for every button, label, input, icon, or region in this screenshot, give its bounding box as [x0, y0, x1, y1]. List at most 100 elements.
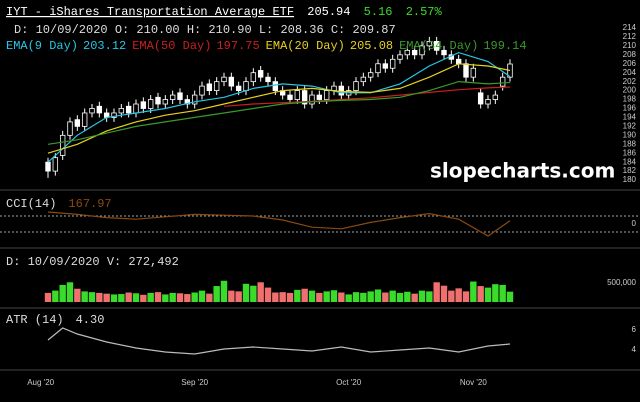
y-tick-label: 188	[623, 139, 637, 148]
volume-bar	[418, 290, 426, 302]
candle-body	[367, 72, 374, 78]
y-tick-label: 202	[623, 77, 637, 86]
candle-body	[470, 67, 477, 78]
panel-value: 4.30	[76, 313, 105, 327]
volume-bar	[470, 281, 477, 302]
volume-bar	[74, 288, 81, 302]
volume-bar	[411, 293, 418, 302]
candle-body	[426, 40, 433, 47]
volume-bar	[462, 291, 470, 302]
panel-value: 167.97	[68, 197, 111, 211]
candle-body	[162, 99, 169, 105]
y-tick-label: 192	[623, 121, 637, 130]
candle-body	[59, 134, 66, 156]
volume-bar	[338, 292, 345, 302]
panel-name: CCI(14)	[6, 197, 56, 211]
legend-value: 199.14	[483, 39, 526, 53]
candle-body	[199, 85, 205, 96]
candle-body	[331, 85, 337, 91]
y-tick-label: 196	[623, 104, 637, 113]
volume-bar	[184, 294, 191, 302]
volume-bar	[154, 292, 162, 302]
volume-bar	[360, 292, 367, 302]
symbol: IYT - iShares Transportation Average ETF	[6, 5, 294, 19]
legend-name: EMA(50 Day)	[132, 39, 211, 53]
volume-bar	[59, 284, 66, 302]
candle-body	[74, 119, 81, 127]
volume-bar	[506, 291, 514, 302]
candle-body	[301, 90, 308, 105]
candle-body	[45, 161, 51, 172]
candle-body	[243, 81, 249, 91]
volume-bar	[110, 294, 118, 302]
candle-body	[287, 94, 293, 100]
watermark: slopecharts.com	[430, 159, 615, 183]
legend-name: EMA(34 Day)	[399, 39, 478, 53]
y-tick-label: 184	[623, 157, 637, 166]
volume-bar	[257, 282, 264, 302]
x-tick-label: Nov '20	[460, 378, 487, 387]
volume-bar	[352, 292, 360, 302]
volume-bar	[228, 290, 235, 302]
indicator-line	[47, 63, 511, 154]
volume-bar	[433, 282, 440, 302]
candle-body	[147, 99, 154, 109]
candle-body	[89, 108, 95, 114]
change-pct: 2.57%	[406, 5, 443, 19]
y-tick-label: 200	[623, 86, 637, 95]
candle-body	[492, 94, 499, 100]
x-tick-label: Oct '20	[336, 378, 362, 387]
volume-bar	[484, 287, 492, 302]
candle-body	[228, 76, 235, 87]
volume-bar	[140, 294, 147, 302]
y-tick-label: 0	[632, 219, 637, 228]
x-tick-label: Aug '20	[27, 378, 54, 387]
candle-body	[499, 76, 506, 87]
volume-bar	[169, 292, 176, 302]
candle-body	[221, 76, 227, 83]
volume-bar	[323, 291, 330, 302]
candle-body	[133, 103, 139, 114]
volume-bar	[118, 294, 125, 302]
candle-body	[404, 49, 411, 56]
volume-bar	[492, 284, 499, 302]
candle-body	[360, 76, 367, 83]
volume-bar	[66, 282, 74, 302]
volume-bar	[235, 291, 242, 302]
volume-bar	[382, 292, 389, 302]
volume-bar	[44, 292, 52, 302]
volume-bar	[191, 292, 198, 302]
candle-body	[265, 76, 271, 83]
candle-body	[397, 54, 403, 60]
candle-body	[294, 90, 301, 100]
volume-bar	[162, 294, 169, 302]
volume-bar	[52, 290, 59, 302]
change: 5.16	[364, 5, 393, 19]
panel-title: ATR (14) 4.30	[6, 313, 104, 327]
volume-bar	[125, 292, 132, 302]
candle-body	[463, 63, 469, 78]
indicator-line	[47, 211, 511, 237]
volume-bar	[250, 285, 257, 302]
header-line: IYT - iShares Transportation Average ETF…	[6, 5, 442, 19]
candle-body	[433, 40, 440, 51]
volume-bar	[345, 294, 352, 302]
volume-bar	[396, 292, 404, 302]
volume-bar	[286, 292, 294, 302]
candle-body	[81, 112, 88, 127]
volume-bar	[389, 290, 396, 302]
candle-body	[375, 63, 381, 74]
candle-body	[411, 49, 418, 56]
volume-bar	[81, 291, 88, 302]
candle-body	[323, 90, 330, 100]
volume-bar	[440, 285, 448, 302]
panel-name: ATR (14)	[6, 313, 64, 327]
volume-bar	[206, 293, 213, 302]
volume-bar	[308, 290, 316, 302]
candle-body	[67, 121, 73, 136]
volume-bar	[477, 286, 484, 302]
candle-body	[353, 81, 359, 91]
candle-body	[485, 99, 491, 105]
candle-body	[389, 58, 396, 69]
